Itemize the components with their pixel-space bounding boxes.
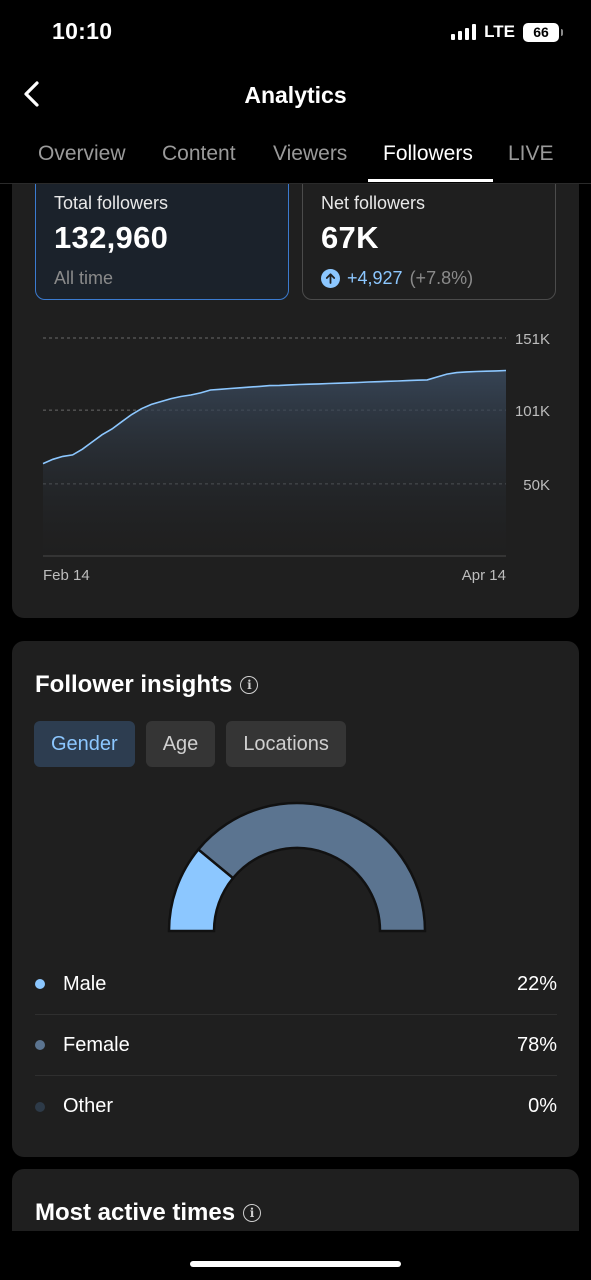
x-tick-label: Apr 14 <box>462 567 506 584</box>
active-tab-indicator <box>368 179 493 182</box>
chip-age[interactable]: Age <box>145 721 216 767</box>
tab-followers[interactable]: Followers <box>383 142 473 165</box>
legend-value: 22% <box>516 972 557 995</box>
chip-gender[interactable]: Gender <box>34 721 135 767</box>
legend-label: Female <box>63 1033 130 1056</box>
y-tick-label: 151K <box>515 331 550 348</box>
signal-icon <box>451 24 477 40</box>
home-indicator <box>190 1261 401 1267</box>
total-followers-label: Total followers <box>54 193 169 213</box>
legend-dot-other <box>35 1101 45 1112</box>
legend-row-male[interactable]: Male 22% <box>35 954 557 1015</box>
net-followers-label: Net followers <box>321 193 426 213</box>
arrow-up-icon <box>321 269 340 288</box>
tab-bar: Overview Content Viewers Followers LIVE <box>0 128 591 184</box>
followers-chart[interactable]: 151K 101K 50K Feb 14 Apr 14 <box>12 314 579 614</box>
page-title: Analytics <box>244 82 347 108</box>
net-followers-change: +4,927 (+7.8%) <box>321 268 537 289</box>
tab-viewers[interactable]: Viewers <box>273 142 348 165</box>
network-type: LTE <box>484 22 515 41</box>
net-followers-value: 67K <box>321 220 379 255</box>
tab-live[interactable]: LIVE <box>508 142 554 165</box>
change-value: +4,927 <box>347 268 403 288</box>
back-button[interactable] <box>14 76 50 112</box>
total-followers-box[interactable]: Total followers 132,960 All time <box>35 184 289 300</box>
chart-area <box>43 370 506 556</box>
insights-title: Follower insights i <box>35 671 259 699</box>
active-times-title-text: Most active times <box>35 1199 236 1226</box>
tab-overview[interactable]: Overview <box>38 142 126 165</box>
status-time: 10:10 <box>52 18 113 44</box>
total-followers-value: 132,960 <box>54 220 169 255</box>
gender-legend: Male 22% Female 78% Other 0% <box>35 954 557 1137</box>
y-tick-label: 101K <box>515 403 550 420</box>
page-header: Analytics <box>0 64 591 128</box>
status-icons: LTE 66 <box>451 22 563 42</box>
x-tick-label: Feb 14 <box>43 567 90 584</box>
chip-locations[interactable]: Locations <box>226 721 346 767</box>
y-tick-label: 50K <box>523 477 550 494</box>
battery-icon: 66 <box>523 22 563 42</box>
gender-half-donut[interactable] <box>162 799 432 939</box>
legend-value: 0% <box>528 1095 557 1117</box>
info-icon[interactable]: i <box>243 1204 262 1222</box>
total-followers-period: All time <box>54 268 114 288</box>
most-active-times-card: Most active times i <box>12 1169 579 1231</box>
legend-label: Male <box>63 972 107 995</box>
chart-line <box>42 369 507 465</box>
legend-row-other[interactable]: Other 0% <box>35 1076 557 1137</box>
followers-chart-svg: 151K 101K 50K Feb 14 Apr 14 <box>42 331 550 584</box>
insights-title-text: Follower insights <box>35 671 233 698</box>
status-bar: 10:10 LTE 66 <box>0 0 591 64</box>
change-percent: (+7.8%) <box>409 268 474 288</box>
followers-card: Total followers 132,960 All time Net fol… <box>12 184 579 618</box>
net-followers-box[interactable]: Net followers 67K +4,927 (+7.8%) <box>302 184 556 300</box>
legend-dot-female <box>35 1040 45 1050</box>
info-icon[interactable]: i <box>240 676 259 694</box>
chevron-left-icon <box>24 81 39 107</box>
legend-value: 78% <box>516 1033 557 1056</box>
legend-label: Other <box>63 1095 114 1117</box>
tab-content[interactable]: Content <box>162 142 236 165</box>
legend-row-female[interactable]: Female 78% <box>35 1015 557 1076</box>
donut-segment-female[interactable] <box>196 801 427 933</box>
active-times-title: Most active times i <box>35 1199 262 1227</box>
follower-insights-card: Follower insights i Gender Age Locations… <box>12 641 579 1157</box>
legend-dot-male <box>35 979 45 989</box>
insights-filter-chips: Gender Age Locations <box>34 721 346 767</box>
